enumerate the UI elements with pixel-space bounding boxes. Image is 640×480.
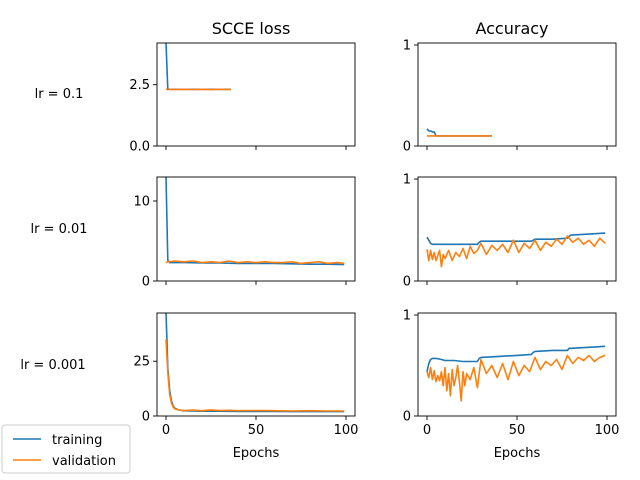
y-tick-label: 0 bbox=[403, 140, 411, 155]
col-title-accuracy: Accuracy bbox=[475, 19, 548, 38]
series-line-training bbox=[426, 345, 606, 372]
subplot-3: 01 bbox=[403, 173, 617, 290]
y-tick-label: 1 bbox=[403, 309, 411, 324]
x-tick-label: 50 bbox=[248, 423, 265, 438]
x-axis-label: Epochs bbox=[233, 446, 280, 461]
y-tick-label: 25 bbox=[133, 355, 150, 370]
row-label-lr-0.01: lr = 0.01 bbox=[30, 222, 87, 237]
subplot-5: 0 50 100 0 1 Epochs bbox=[403, 309, 620, 461]
x-tick-label: 50 bbox=[509, 423, 526, 438]
x-tick-label: 0 bbox=[423, 423, 431, 438]
subplot-2: 0 10 bbox=[133, 176, 356, 290]
legend-frame bbox=[1, 424, 131, 474]
col-title-loss: SCCE loss bbox=[212, 19, 291, 38]
x-tick-label: 100 bbox=[334, 423, 359, 438]
series-line-training bbox=[165, 177, 345, 266]
row-label-lr-0.001: lr = 0.001 bbox=[20, 358, 85, 373]
y-tick-label: 10 bbox=[133, 195, 150, 210]
y-tick-label: 0 bbox=[403, 275, 411, 290]
subplot-0: 0.0 2.5 bbox=[129, 42, 356, 155]
y-tick-label: 0 bbox=[403, 410, 411, 425]
y-tick-label: 0.0 bbox=[129, 140, 150, 155]
series-line-validation bbox=[426, 235, 606, 268]
x-axis-label: Epochs bbox=[494, 446, 541, 461]
x-tick-label: 0 bbox=[162, 423, 170, 438]
legend-validation-label: validation bbox=[52, 454, 116, 469]
y-tick-label: 1 bbox=[403, 173, 411, 188]
y-tick-label: 0 bbox=[142, 275, 150, 290]
row-label-lr-0.1: lr = 0.1 bbox=[35, 87, 84, 102]
subplot-1: 01 bbox=[403, 39, 617, 155]
y-tick-label: 0 bbox=[142, 410, 150, 425]
series-line-validation bbox=[165, 339, 345, 412]
subplot-4: 0 50 100 0 25 Epochs bbox=[133, 312, 359, 461]
series-line-validation bbox=[165, 260, 345, 265]
x-tick-label: 100 bbox=[595, 423, 620, 438]
y-tick-label: 1 bbox=[403, 39, 411, 54]
legend-training-label: training bbox=[52, 433, 102, 448]
legend: training validation bbox=[1, 424, 131, 474]
y-tick-label: 2.5 bbox=[129, 78, 150, 93]
series-line-validation bbox=[426, 354, 606, 402]
